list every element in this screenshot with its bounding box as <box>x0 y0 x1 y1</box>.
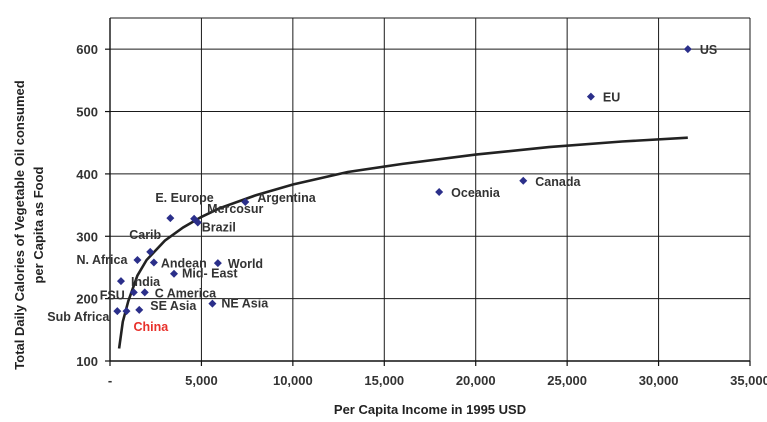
y-axis-title: Total Daily Calories of Vegetable Oil co… <box>12 80 46 370</box>
point-label: India <box>131 275 161 289</box>
point-label: FSU <box>100 288 125 302</box>
y-tick-label: 400 <box>76 167 98 182</box>
data-point <box>146 247 155 256</box>
data-point <box>122 307 131 316</box>
data-point <box>140 288 149 297</box>
point-label: World <box>228 257 263 271</box>
point-label: N. Africa <box>76 253 128 267</box>
axes <box>105 18 751 366</box>
data-point <box>113 307 122 316</box>
data-point <box>241 197 250 206</box>
point-label: NE Asia <box>221 297 269 311</box>
point-label: E. Europe <box>155 191 213 205</box>
data-point <box>149 258 158 267</box>
point-label: EU <box>603 91 620 105</box>
point-label: Sub Africa <box>47 310 110 324</box>
point-label: Argentina <box>257 191 316 205</box>
data-point <box>519 176 528 185</box>
x-tick-label: 5,000 <box>185 373 218 388</box>
point-label: Brazil <box>202 221 236 235</box>
point-label: Carib <box>129 228 161 242</box>
data-point <box>129 288 138 297</box>
y-tick-label: 100 <box>76 354 98 369</box>
point-labels: US EU Canada Oceania Argentina E. EuropeMerco… <box>47 43 717 334</box>
x-tick-label: 30,000 <box>639 373 679 388</box>
point-label: Mid- East <box>182 267 238 281</box>
data-point <box>213 259 222 268</box>
data-point <box>166 214 175 223</box>
x-tick-label: - <box>108 373 112 388</box>
y-axis-title-line: Total Daily Calories of Vegetable Oil co… <box>12 80 27 370</box>
x-tick-label: 20,000 <box>456 373 496 388</box>
data-point <box>193 218 202 227</box>
y-tick-label: 600 <box>76 42 98 57</box>
tick-labels: - 5,000 10,000 15,000 20,000 25,000 30,000 35,0… <box>76 42 767 388</box>
point-label: Oceania <box>451 186 501 200</box>
point-label: Canada <box>535 175 581 189</box>
x-axis-title: Per Capita Income in 1995 USD <box>334 402 526 417</box>
point-label: Mercosur <box>207 202 263 216</box>
data-point <box>116 277 125 286</box>
y-tick-label: 300 <box>76 229 98 244</box>
point-label: China <box>133 320 169 334</box>
point-label: US <box>700 43 717 57</box>
y-tick-label: 200 <box>76 292 98 307</box>
trend-line <box>117 136 688 349</box>
data-points <box>113 45 692 316</box>
x-tick-label: 15,000 <box>364 373 404 388</box>
point-label: C America <box>155 286 217 300</box>
x-tick-label: 35,000 <box>730 373 767 388</box>
y-tick-label: 500 <box>76 105 98 120</box>
data-point <box>133 255 142 264</box>
data-point <box>135 305 144 314</box>
x-tick-label: 10,000 <box>273 373 313 388</box>
point-label: SE Asia <box>150 299 197 313</box>
x-tick-label: 25,000 <box>547 373 587 388</box>
data-point <box>170 269 178 278</box>
data-point <box>435 187 444 196</box>
data-point <box>683 45 692 54</box>
data-point <box>586 92 595 101</box>
grid <box>110 17 751 362</box>
y-axis-title-line: per Capita as Food <box>31 166 46 283</box>
data-point <box>208 299 217 308</box>
point-label: Andean <box>161 256 207 270</box>
